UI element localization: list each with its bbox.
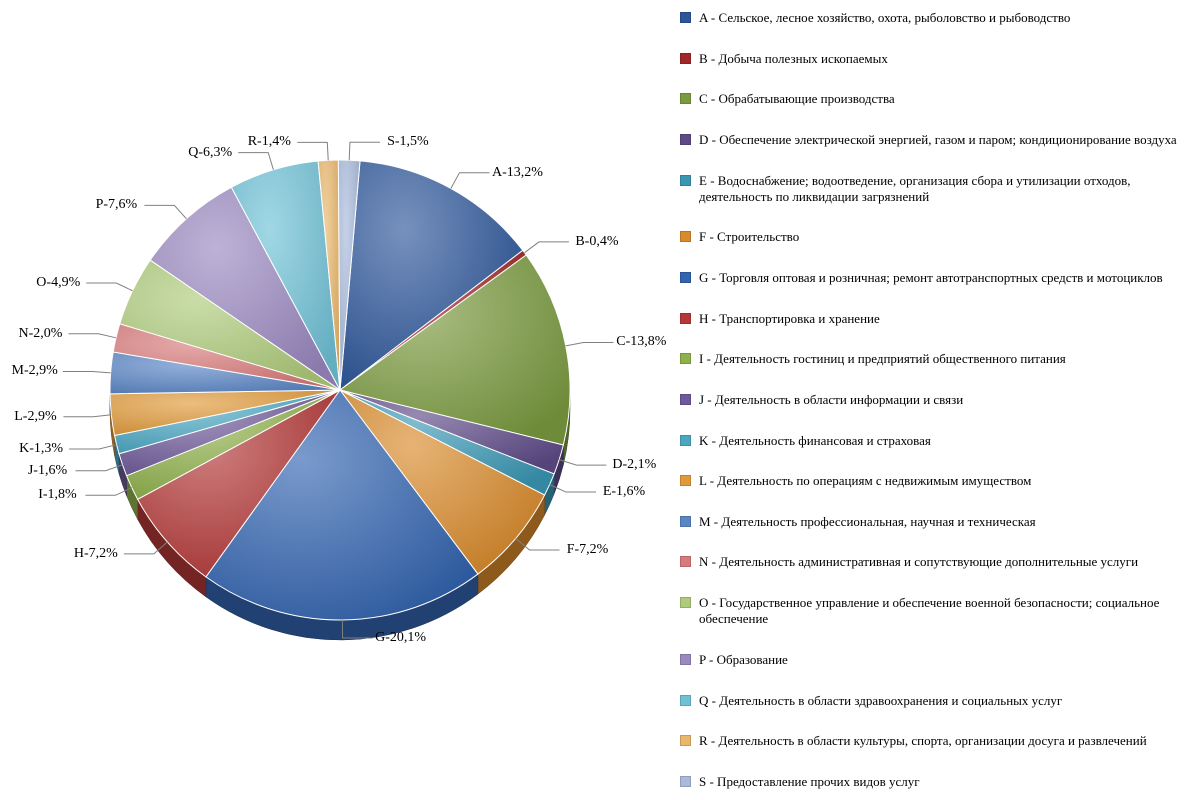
- legend-swatch-c: [680, 93, 691, 104]
- legend-swatch-q: [680, 695, 691, 706]
- legend-swatch-e: [680, 175, 691, 186]
- slice-label-r: R-1,4%: [248, 134, 291, 150]
- legend-item-r: R - Деятельность в области культуры, спо…: [680, 733, 1190, 749]
- legend-label-j: J - Деятельность в области информации и …: [699, 392, 1190, 408]
- legend-item-e: E - Водоснабжение; водоотведение, органи…: [680, 173, 1190, 206]
- legend-label-q: Q - Деятельность в области здравоохранен…: [699, 693, 1190, 709]
- leader-l: [63, 415, 111, 417]
- legend-item-m: M - Деятельность профессиональная, научн…: [680, 514, 1190, 530]
- legend-label-f: F - Строительство: [699, 229, 1190, 245]
- leader-p: [144, 205, 186, 218]
- legend-item-a: A - Сельское, лесное хозяйство, охота, р…: [680, 10, 1190, 26]
- legend-swatch-n: [680, 556, 691, 567]
- leader-m: [63, 371, 111, 372]
- legend-label-g: G - Торговля оптовая и розничная; ремонт…: [699, 270, 1190, 286]
- legend-swatch-r: [680, 735, 691, 746]
- slice-label-e: E-1,6%: [603, 484, 645, 500]
- legend-swatch-s: [680, 776, 691, 787]
- slice-label-f: F-7,2%: [567, 542, 609, 558]
- slice-label-o: O-4,9%: [36, 275, 80, 291]
- legend-item-q: Q - Деятельность в области здравоохранен…: [680, 693, 1190, 709]
- legend-swatch-k: [680, 435, 691, 446]
- pie-chart-svg: [0, 0, 680, 800]
- legend-item-n: N - Деятельность административная и сопу…: [680, 554, 1190, 570]
- legend-item-c: C - Обрабатывающие производства: [680, 91, 1190, 107]
- legend-item-f: F - Строительство: [680, 229, 1190, 245]
- legend: A - Сельское, лесное хозяйство, охота, р…: [680, 10, 1190, 790]
- leader-q: [238, 153, 273, 170]
- slice-label-k: K-1,3%: [19, 441, 63, 457]
- slice-label-q: Q-6,3%: [188, 145, 232, 161]
- legend-swatch-d: [680, 134, 691, 145]
- slice-label-i: I-1,8%: [38, 487, 77, 503]
- slice-label-d: D-2,1%: [612, 457, 656, 473]
- legend-label-i: I - Деятельность гостиниц и предприятий …: [699, 351, 1190, 367]
- legend-label-r: R - Деятельность в области культуры, спо…: [699, 733, 1190, 749]
- slice-label-b: B-0,4%: [575, 234, 618, 250]
- legend-swatch-g: [680, 272, 691, 283]
- slice-label-a: A-13,2%: [492, 165, 543, 181]
- legend-label-n: N - Деятельность административная и сопу…: [699, 554, 1190, 570]
- slice-label-n: N-2,0%: [19, 326, 63, 342]
- legend-swatch-m: [680, 516, 691, 527]
- legend-swatch-f: [680, 231, 691, 242]
- chart-stage: A-13,2% B-0,4% C-13,8% D-2,1% E-1,6% F-7,2% G-…: [0, 0, 1200, 800]
- legend-label-d: D - Обеспечение электрической энергией, …: [699, 132, 1190, 148]
- leader-b: [524, 242, 568, 253]
- legend-item-s: S - Предоставление прочих видов услуг: [680, 774, 1190, 790]
- slice-label-m: M-2,9%: [12, 363, 58, 379]
- legend-swatch-l: [680, 475, 691, 486]
- legend-item-k: K - Деятельность финансовая и страховая: [680, 433, 1190, 449]
- slice-label-c: C-13,8%: [616, 334, 666, 350]
- leader-r: [297, 142, 328, 160]
- slice-label-p: P-7,6%: [96, 197, 138, 213]
- leader-s: [349, 142, 380, 160]
- leader-j: [75, 465, 122, 471]
- leader-o: [86, 283, 132, 291]
- legend-item-h: H - Транспортировка и хранение: [680, 311, 1190, 327]
- leader-d: [559, 460, 606, 465]
- legend-label-k: K - Деятельность финансовая и страховая: [699, 433, 1190, 449]
- slice-label-s: S-1,5%: [387, 134, 429, 150]
- legend-swatch-p: [680, 654, 691, 665]
- legend-item-o: O - Государственное управление и обеспеч…: [680, 595, 1190, 628]
- legend-label-c: C - Обрабатывающие производства: [699, 91, 1190, 107]
- legend-label-a: A - Сельское, лесное хозяйство, охота, р…: [699, 10, 1190, 26]
- leader-c: [566, 342, 614, 345]
- legend-item-p: P - Образование: [680, 652, 1190, 668]
- slice-label-h: H-7,2%: [74, 546, 118, 562]
- legend-swatch-o: [680, 597, 691, 608]
- legend-item-d: D - Обеспечение электрической энергией, …: [680, 132, 1190, 148]
- legend-label-m: M - Деятельность профессиональная, научн…: [699, 514, 1190, 530]
- legend-item-j: J - Деятельность в области информации и …: [680, 392, 1190, 408]
- legend-item-g: G - Торговля оптовая и розничная; ремонт…: [680, 270, 1190, 286]
- legend-label-p: P - Образование: [699, 652, 1190, 668]
- leader-k: [69, 445, 116, 449]
- legend-label-h: H - Транспортировка и хранение: [699, 311, 1190, 327]
- slice-label-g: G-20,1%: [375, 630, 426, 646]
- slice-label-l: L-2,9%: [14, 409, 56, 425]
- legend-item-i: I - Деятельность гостиниц и предприятий …: [680, 351, 1190, 367]
- legend-swatch-i: [680, 353, 691, 364]
- legend-label-e: E - Водоснабжение; водоотведение, органи…: [699, 173, 1190, 206]
- leader-a: [451, 173, 490, 189]
- legend-label-s: S - Предоставление прочих видов услуг: [699, 774, 1190, 790]
- legend-item-b: B - Добыча полезных ископаемых: [680, 51, 1190, 67]
- legend-swatch-b: [680, 53, 691, 64]
- legend-label-l: L - Деятельность по операциям с недвижим…: [699, 473, 1190, 489]
- legend-label-b: B - Добыча полезных ископаемых: [699, 51, 1190, 67]
- leader-n: [68, 334, 116, 338]
- pie-chart-area: A-13,2% B-0,4% C-13,8% D-2,1% E-1,6% F-7,2% G-…: [0, 0, 680, 800]
- legend-swatch-h: [680, 313, 691, 324]
- slice-label-j: J-1,6%: [28, 463, 67, 479]
- legend-swatch-j: [680, 394, 691, 405]
- legend-item-l: L - Деятельность по операциям с недвижим…: [680, 473, 1190, 489]
- legend-label-o: O - Государственное управление и обеспеч…: [699, 595, 1190, 628]
- legend-swatch-a: [680, 12, 691, 23]
